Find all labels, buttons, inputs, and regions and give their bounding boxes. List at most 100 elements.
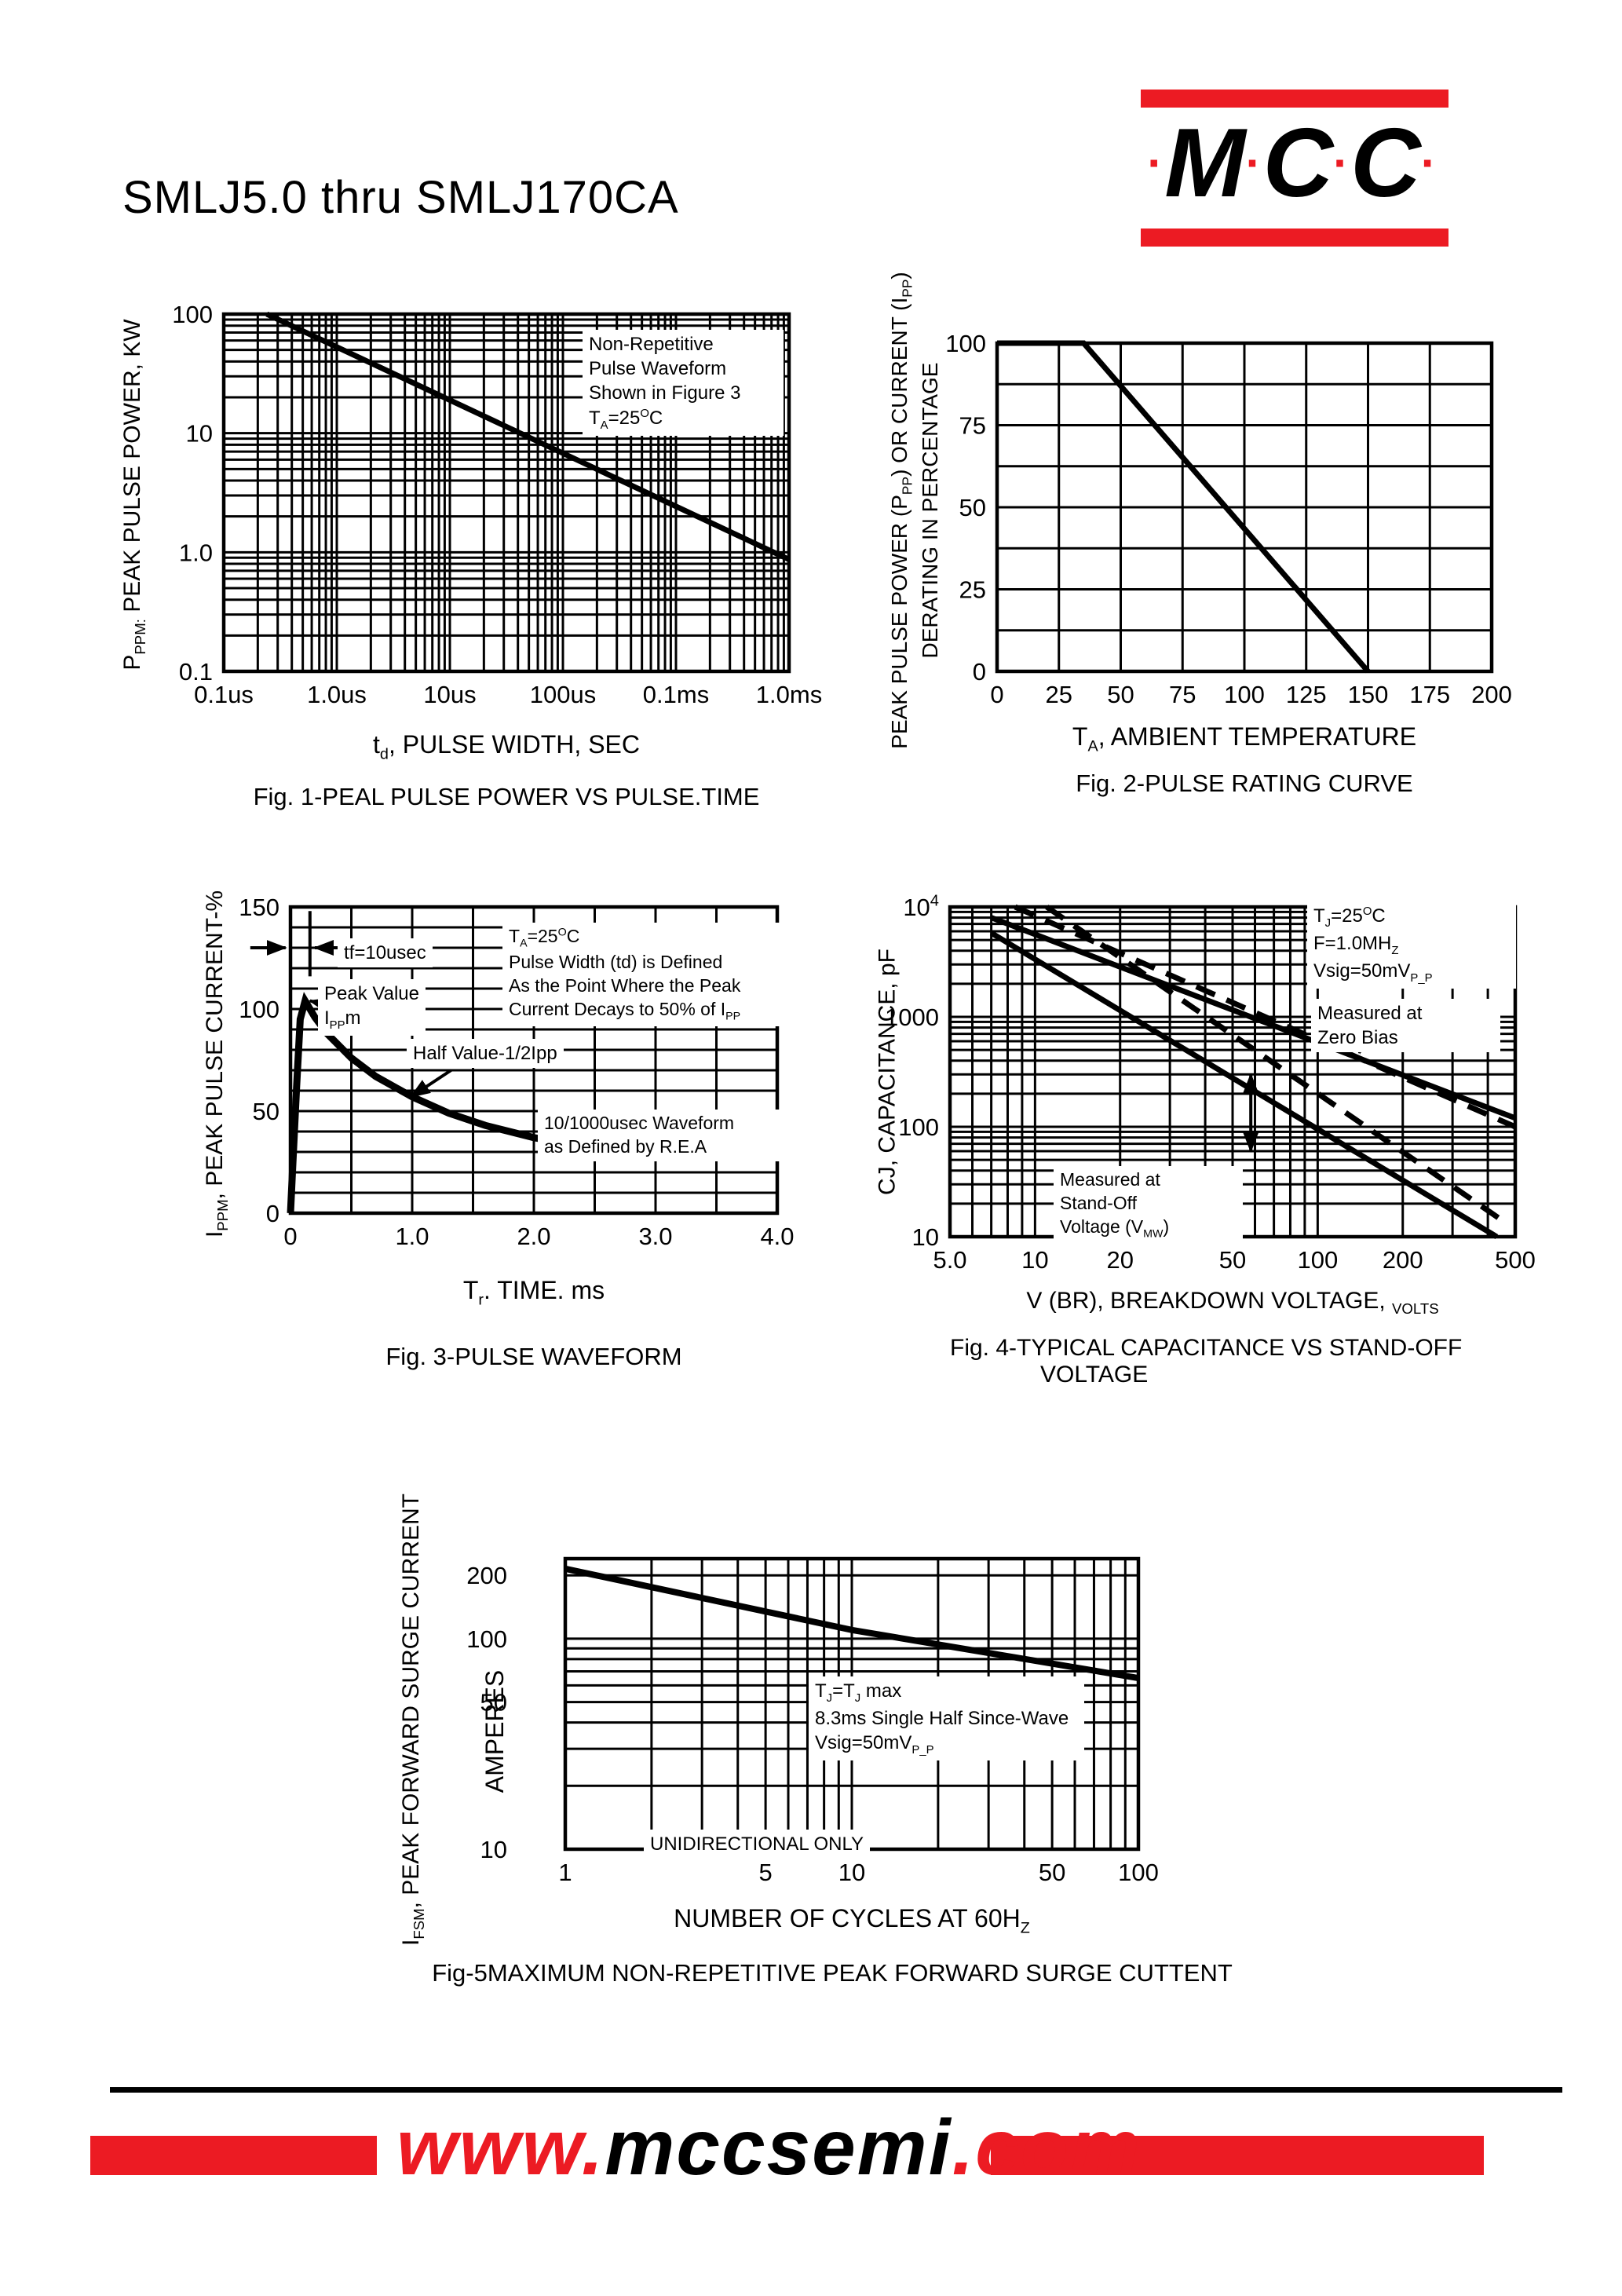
svg-text:100: 100 [1118,1859,1159,1886]
svg-text:10: 10 [838,1859,865,1886]
fig5-conditions-box: TJ=TJ max 8.3ms Single Half Since-Wave V… [809,1676,1084,1761]
svg-text:1.0us: 1.0us [307,681,367,708]
fig1-note-box: Non-Repetitive Pulse Waveform Shown in F… [583,330,784,436]
note-line: Peak Value [324,983,419,1004]
note-line: As the Point Where the Peak [509,975,741,996]
note-line: IPPm [324,1007,361,1032]
svg-text:0: 0 [973,658,986,686]
fig3-caption: Fig. 3-PULSE WAVEFORM [385,1343,682,1370]
svg-text:100: 100 [1224,681,1265,708]
note-line: Measured at [1317,1003,1423,1024]
note-line: Vsig=50mVP_P [815,1732,934,1757]
fig5-figure: IFSM, PEAK FORWARD SURGE CURRENT AMPERES… [377,1476,1272,2010]
svg-text:125: 125 [1286,681,1327,708]
fig5-chart: 1 5 10 50 100 200 100 50 10 [448,1547,1170,1892]
fig3-conditions-box: TA=25OC Pulse Width (td) is Defined As t… [502,923,798,1027]
note-line: 10/1000usec Waveform [544,1113,735,1133]
svg-text:10: 10 [1021,1246,1048,1274]
fig4-caption-line1: Fig. 4-TYPICAL CAPACITANCE VS STAND-OFF [950,1335,1463,1361]
fig4-x-axis-label: V (BR), BREAKDOWN VOLTAGE, VOLTS [1026,1288,1439,1317]
svg-text:0.1ms: 0.1ms [643,681,709,708]
svg-text:50: 50 [959,494,986,521]
zero-bias-solid [990,915,1517,1121]
svg-text:200: 200 [1471,681,1512,708]
svg-text:75: 75 [959,412,986,440]
fig4-standoff-box: Measured at Stand-Off Voltage (VMW) [1054,1166,1243,1244]
logo-letters-row: · M · C · C · [1105,115,1478,212]
svg-text:5.0: 5.0 [933,1246,966,1274]
fig3-x-axis-label: Tr. TIME. ms [462,1276,605,1309]
svg-text:50: 50 [1039,1859,1065,1886]
svg-text:500: 500 [1495,1246,1536,1274]
fig5-unidirectional-label: UNIDIRECTIONAL ONLY [644,1830,871,1859]
fig5-y-axis-label: IFSM, PEAK FORWARD SURGE CURRENT [397,1493,427,1946]
svg-text:50: 50 [480,1689,507,1717]
note-line: Shown in Figure 3 [589,382,741,404]
svg-text:100: 100 [239,996,279,1023]
logo-dot: · [1147,137,1164,189]
svg-text:50: 50 [1107,681,1134,708]
footer-left-bar [90,2136,377,2175]
fig1-figure: PPPM: PEAK PULSE POWER, KW 0.1us 1.0us 10u… [102,301,848,836]
note-line: Non-Repetitive [589,334,714,355]
svg-text:104: 104 [903,893,939,921]
fig3-peak-value-box: Peak Value IPPm [318,979,426,1036]
note-line: F=1.0MHZ [1313,933,1399,957]
logo-letter: M [1164,109,1245,218]
fig4-figure: CJ, CAPACITANCE, pF 5.0 10 20 50 100 200 500 10… [848,864,1622,1429]
note-line: Measured at [1060,1169,1160,1190]
svg-text:150: 150 [1348,681,1389,708]
note-line: TA=25OC [589,407,663,432]
fig2-x-axis-label: TA, AMBIENT TEMPERATURE [1072,722,1417,755]
svg-text:1000: 1000 [885,1004,939,1031]
note-line: as Defined by R.E.A [544,1135,707,1157]
fig4-conditions-box: TJ=25OC F=1.0MHZ Vsig=50mVP_P [1307,901,1516,989]
logo-letter: C [1350,109,1421,218]
svg-text:0.1us: 0.1us [194,681,254,708]
fig1-x-axis-label: td, PULSE WIDTH, SEC [373,730,640,763]
note-line: 8.3ms Single Half Since-Wave [815,1708,1069,1730]
svg-text:100: 100 [466,1625,507,1653]
svg-text:150: 150 [239,894,279,921]
svg-text:0: 0 [990,681,1003,708]
svg-text:25: 25 [1046,681,1072,708]
logo-top-bar [1141,90,1448,108]
fig1-caption: Fig. 1-PEAL PULSE POWER VS PULSE.TIME [253,783,760,810]
website-com: .com [952,2104,1142,2192]
svg-text:1.0: 1.0 [179,539,213,566]
fig3-tf-label: tf=10usec [338,938,433,968]
svg-text:1.0: 1.0 [395,1223,429,1250]
fig4-zero-bias-box: Measured at Zero Bias [1311,999,1500,1053]
fig4-caption-line2: VOLTAGE [1040,1362,1149,1387]
svg-text:75: 75 [1169,681,1196,708]
fig2-chart: 0 25 50 75 100 125 150 175 200 100 75 50 25 0 [926,330,1523,715]
note-line: Pulse Waveform [589,358,727,380]
note-line: Stand-Off [1060,1192,1138,1213]
fig3-half-value-label: Half Value-1/2Ipp [407,1039,564,1069]
fig5-caption: Fig-5MAXIMUM NON-REPETITIVE PEAK FORWARD… [432,1959,1233,1987]
svg-text:100us: 100us [530,681,596,708]
note-line: Zero Bias [1317,1027,1398,1049]
logo-dot: · [1333,137,1350,189]
fig3-figure: IPPM, PEAK PULSE CURRENT-% 0 1.0 2.0 3.0 4.0… [157,883,879,1402]
logo-bottom-bar [1141,229,1448,247]
surge-current [564,1565,1139,1682]
website-domain: mccsemi [605,2104,952,2192]
svg-text:4.0: 4.0 [760,1223,794,1250]
fig1-y-axis-label: PPPM: PEAK PULSE POWER, KW [119,319,148,671]
note-line: TJ=25OC [1313,905,1386,930]
fig2-figure: PEAK PULSE POWER (PPP) OR CURRENT (IPP) … [871,272,1594,832]
note-line: Voltage (VMW) [1060,1216,1170,1241]
note-line: Vsig=50mVP_P [1313,960,1433,985]
svg-text:100: 100 [945,330,986,357]
footer-divider [110,2087,1562,2093]
fig3-waveform-box: 10/1000usec Waveform as Defined by R.E.A [538,1110,794,1161]
svg-text:0.1: 0.1 [179,658,213,686]
svg-text:10: 10 [912,1223,939,1251]
svg-text:50: 50 [1219,1246,1246,1274]
svg-text:1.0ms: 1.0ms [756,681,822,708]
website-www: www. [396,2104,605,2192]
note-line: Current Decays to 50% of IPP [509,998,741,1023]
svg-text:10us: 10us [423,681,476,708]
fig1-chart: 0.1us 1.0us 10us 100us 0.1ms 1.0ms 100 10 1.0 0.1 [153,301,822,715]
